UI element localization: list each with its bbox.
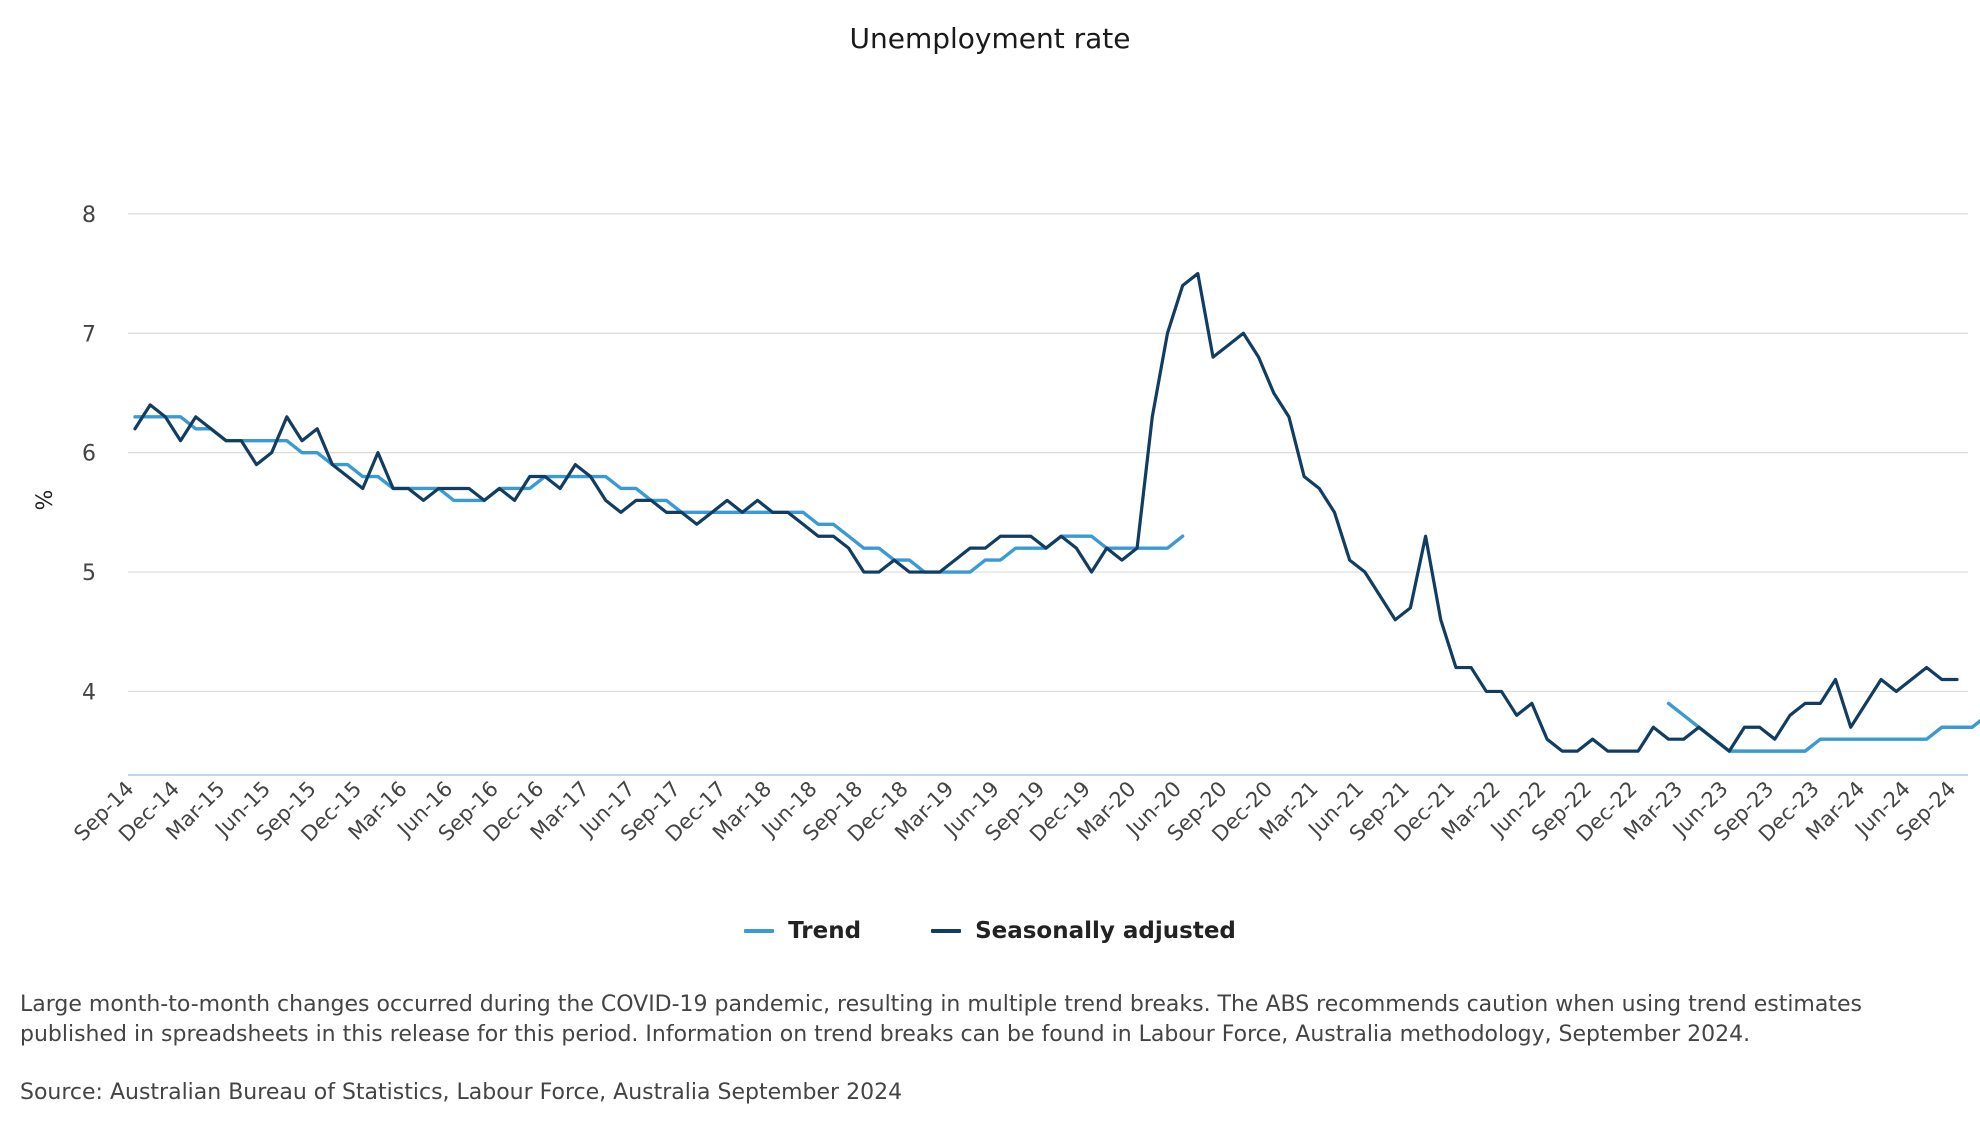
legend-label-trend: Trend	[788, 918, 862, 944]
legend-label-seasonally-adjusted: Seasonally adjusted	[975, 918, 1236, 944]
y-axis-ticks: 4 5 6 7 8	[82, 203, 96, 706]
series-line-seasonally-adjusted	[133, 271, 1959, 753]
series-lines	[133, 271, 1980, 753]
series-line-trend	[133, 415, 1980, 753]
legend-item-seasonally-adjusted[interactable]: Seasonally adjusted	[931, 918, 1236, 944]
y-tick-label: 4	[82, 680, 96, 705]
chart-footnote: Large month-to-month changes occurred du…	[20, 992, 1862, 1047]
legend: Trend Seasonally adjusted	[0, 918, 1980, 944]
legend-swatch-trend	[744, 929, 775, 933]
chart-area: 4 5 6 7 8 % Sep-14Dec-14Mar-15Jun-15Sep-15De…	[33, 203, 1980, 847]
y-tick-label: 6	[82, 442, 96, 467]
legend-item-trend[interactable]: Trend	[744, 918, 861, 944]
chart-source: Source: Australian Bureau of Statistics,…	[20, 1080, 903, 1105]
y-tick-label: 8	[82, 203, 96, 228]
chart-title: Unemployment rate	[849, 22, 1131, 55]
grid-lines	[128, 213, 1968, 693]
legend-swatch-seasonally-adjusted	[931, 929, 962, 933]
x-axis-ticks: Sep-14Dec-14Mar-15Jun-15Sep-15Dec-15Mar-…	[69, 777, 1960, 847]
y-axis-label: %	[33, 490, 58, 511]
y-tick-label: 7	[82, 322, 96, 347]
y-tick-label: 5	[82, 561, 96, 586]
